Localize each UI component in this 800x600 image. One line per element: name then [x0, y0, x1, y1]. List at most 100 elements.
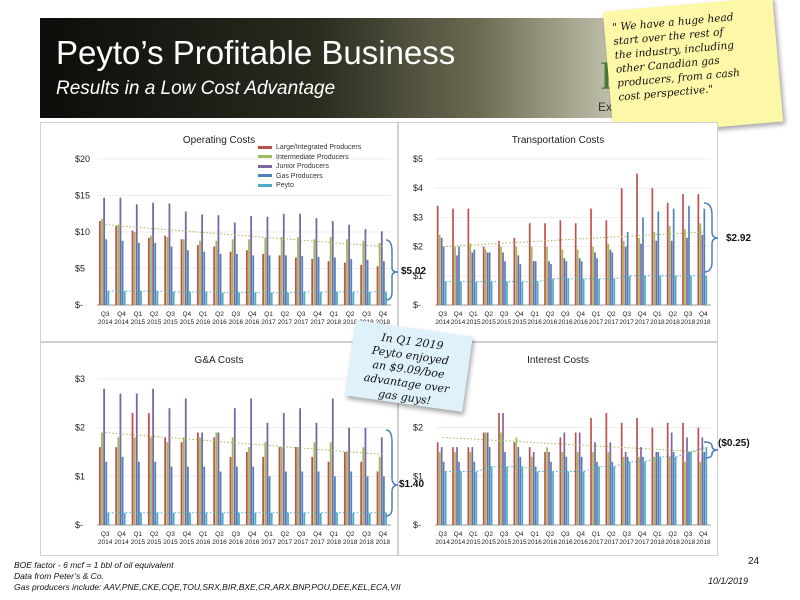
bar: [313, 442, 316, 525]
bar: [530, 456, 533, 525]
x-tick-year-label: 2015: [466, 319, 481, 326]
bar: [666, 202, 669, 305]
x-tick-year-label: 2018: [376, 319, 391, 326]
bar: [164, 235, 167, 305]
bar: [567, 471, 570, 525]
bar: [548, 261, 550, 305]
bar: [674, 456, 677, 525]
x-tick-label: Q3: [561, 311, 570, 318]
bar: [368, 512, 371, 525]
bar: [444, 471, 447, 525]
x-tick-year-label: 2018: [681, 539, 696, 546]
x-tick-label: Q4: [515, 531, 524, 538]
bar: [519, 456, 522, 525]
bar: [697, 194, 700, 305]
bar: [506, 281, 508, 305]
peyto-trend-line: [108, 290, 386, 294]
bar: [264, 237, 267, 305]
bar: [576, 249, 579, 305]
bar: [670, 240, 673, 305]
bar: [504, 452, 506, 525]
bar: [703, 208, 706, 305]
bar: [280, 237, 283, 305]
bar: [327, 461, 330, 525]
bar: [452, 447, 454, 525]
x-tick-year-label: 2016: [196, 539, 211, 546]
bar: [519, 264, 522, 305]
bar: [596, 258, 598, 305]
x-tick-year-label: 2016: [527, 319, 542, 326]
bar: [567, 278, 570, 305]
x-tick-label: Q1: [264, 311, 273, 318]
bar: [385, 291, 387, 305]
bar: [115, 226, 118, 305]
bar: [670, 432, 673, 525]
bar: [266, 216, 269, 305]
y-tick-label: $4: [413, 183, 423, 193]
bar: [594, 252, 596, 305]
legend-swatch: [258, 155, 272, 159]
bar: [521, 466, 524, 525]
bar: [203, 251, 206, 305]
x-tick-label: Q4: [638, 311, 647, 318]
x-tick-year-label: 2017: [278, 539, 293, 546]
bar: [559, 220, 562, 305]
bar: [287, 512, 289, 525]
bar: [515, 246, 518, 305]
bar: [536, 471, 539, 525]
bar: [364, 229, 367, 305]
x-tick-year-label: 2016: [245, 319, 260, 326]
x-tick-year-label: 2016: [196, 319, 211, 326]
chart-title: G&A Costs: [194, 355, 244, 366]
bar: [686, 437, 688, 525]
bar: [682, 422, 684, 525]
bar: [668, 226, 671, 305]
bar: [456, 255, 458, 305]
peyto-trend-line: [445, 275, 707, 283]
bar: [180, 442, 183, 525]
x-tick-label: Q3: [438, 311, 447, 318]
x-tick-year-label: 2015: [131, 319, 146, 326]
bar: [350, 471, 353, 525]
bar: [348, 427, 351, 525]
x-tick-label: Q2: [280, 531, 289, 538]
bar: [131, 413, 134, 525]
x-tick-label: Q1: [469, 531, 478, 538]
bar: [500, 246, 502, 305]
bar: [103, 388, 106, 525]
bar: [666, 422, 669, 525]
bar: [699, 461, 702, 525]
bar: [609, 442, 612, 525]
bar: [196, 432, 199, 525]
bar: [294, 257, 297, 305]
operating-advantage-label: $5.02: [401, 266, 427, 277]
bar: [490, 466, 493, 525]
x-tick-year-label: 2016: [212, 539, 227, 546]
bar: [668, 456, 671, 525]
bar: [534, 466, 537, 525]
footer-gas-producers: Gas producers include: AAV,PNE,CKE,CQE,T…: [14, 582, 401, 592]
bar: [690, 452, 692, 525]
x-tick-year-label: 2016: [558, 319, 573, 326]
bar: [311, 456, 314, 525]
x-tick-year-label: 2017: [261, 319, 276, 326]
legend-swatch: [258, 183, 272, 187]
bar: [278, 447, 281, 525]
legend-item: Intermediate Producers: [258, 153, 361, 163]
x-tick-label: Q2: [484, 311, 493, 318]
bar: [215, 432, 218, 525]
bar: [532, 452, 535, 525]
bar: [154, 461, 157, 525]
bar: [168, 408, 171, 525]
x-tick-label: Q1: [133, 311, 142, 318]
x-tick-year-label: 2014: [435, 539, 450, 546]
x-tick-year-label: 2015: [481, 319, 496, 326]
x-tick-label: Q3: [684, 311, 693, 318]
legend-swatch: [258, 164, 272, 168]
x-tick-year-label: 2017: [604, 319, 619, 326]
bar: [638, 456, 640, 525]
bar: [544, 452, 546, 525]
bar: [189, 291, 191, 305]
bar: [502, 413, 504, 525]
x-tick-year-label: 2018: [343, 319, 358, 326]
